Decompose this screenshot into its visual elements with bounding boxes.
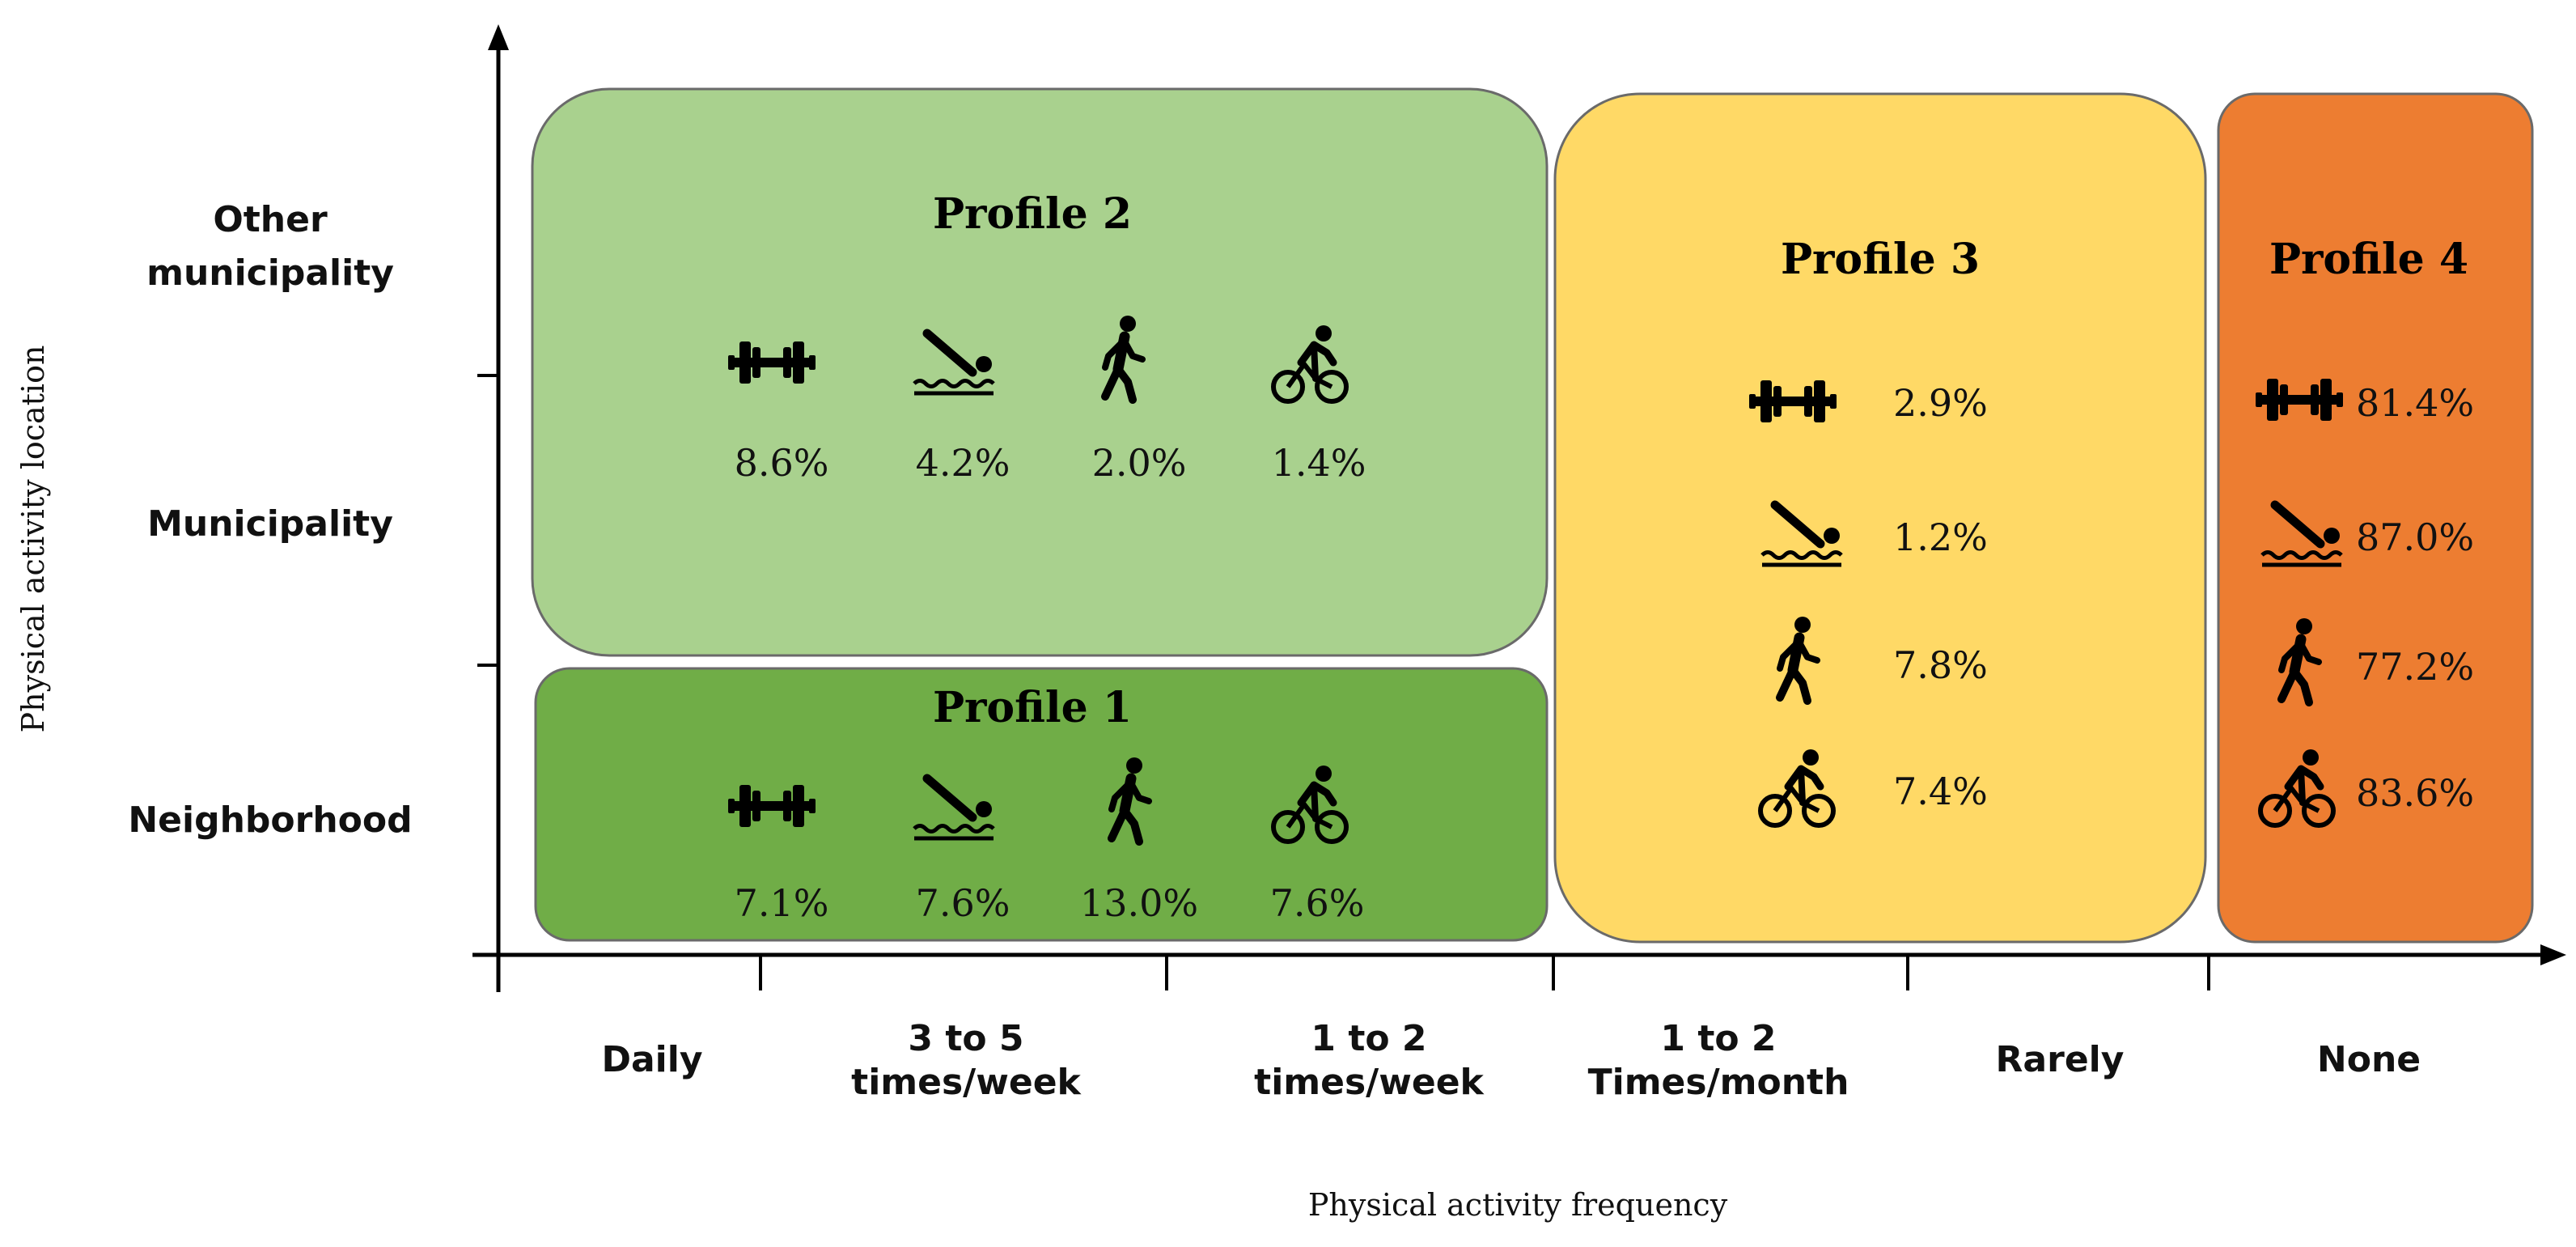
x-tick-label-1-to-2-times-week-line-2: times/week <box>1254 1062 1485 1103</box>
y-tick-label-municipality: Municipality <box>147 503 393 545</box>
x-tick-label-1-to-2-times-week-line-1: 1 to 2 <box>1311 1018 1426 1059</box>
x-tick-label-3-to-5-times-week-line-1: 3 to 5 <box>908 1018 1023 1059</box>
profile-1-box <box>534 667 1549 942</box>
profile-3-value: 7.8% <box>1893 643 1988 687</box>
x-axis-arrow <box>2540 944 2566 965</box>
x-tick-label-rarely-line-1: Rarely <box>1996 1039 2125 1080</box>
profile-2-box <box>531 87 1549 657</box>
x-tick-label-1-to-2-times-month-line-2: Times/month <box>1588 1062 1849 1103</box>
y-axis-arrow <box>488 24 509 50</box>
profile-2-value: 1.4% <box>1272 441 1366 485</box>
x-tick-label-1-to-2-times-month: 1 to 2 Times/month <box>1588 1018 1849 1103</box>
profile-4-title: Profile 4 <box>2269 235 2468 284</box>
profile-4-value: 83.6% <box>2356 771 2474 815</box>
profile-2-value: 2.0% <box>1092 441 1187 485</box>
y-tick-label-other-municipality: Other municipality <box>146 199 394 294</box>
profile-3-title: Profile 3 <box>1781 235 1980 284</box>
x-tick-label-3-to-5-times-week-line-2: times/week <box>851 1062 1082 1103</box>
y-tick-label-neighborhood-line-1: Neighborhood <box>128 800 412 841</box>
profile-4-value: 81.4% <box>2356 381 2474 425</box>
profile-4-value: 87.0% <box>2356 515 2474 559</box>
x-tick-label-3-to-5-times-week: 3 to 5 times/week <box>851 1018 1082 1103</box>
profile-1-title: Profile 1 <box>933 683 1132 732</box>
y-tick-label-neighborhood: Neighborhood <box>128 800 412 841</box>
profile-3-box <box>1553 92 2207 944</box>
y-tick-label-other-municipality-line-1: Other <box>213 199 328 240</box>
profile-1-value: 7.6% <box>1270 881 1365 925</box>
y-axis-title: Physical activity location <box>15 346 51 733</box>
x-axis-title: Physical activity frequency <box>1308 1187 1728 1223</box>
y-tick-label-municipality-line-1: Municipality <box>147 503 393 545</box>
profile-4-value: 77.2% <box>2356 645 2474 689</box>
profile-3-value: 2.9% <box>1893 381 1988 425</box>
profile-1-value: 7.6% <box>916 881 1010 925</box>
profile-4-box <box>2217 92 2534 944</box>
profile-1-value: 7.1% <box>735 881 829 925</box>
profile-1-value: 13.0% <box>1080 881 1198 925</box>
axes <box>472 24 2566 992</box>
x-tick-label-rarely: Rarely <box>1996 1039 2125 1080</box>
profile-2-value: 4.2% <box>916 441 1010 485</box>
x-tick-label-1-to-2-times-week: 1 to 2 times/week <box>1254 1018 1485 1103</box>
x-tick-label-daily: Daily <box>601 1039 702 1080</box>
x-tick-label-none: None <box>2317 1039 2421 1080</box>
profile-3-value: 7.4% <box>1893 770 1988 813</box>
y-tick-label-other-municipality-line-2: municipality <box>146 252 394 294</box>
x-tick-label-daily-line-1: Daily <box>601 1039 702 1080</box>
x-tick-label-none-line-1: None <box>2317 1039 2421 1080</box>
profile-2-title: Profile 2 <box>933 189 1132 239</box>
x-tick-label-1-to-2-times-month-line-1: 1 to 2 <box>1660 1018 1776 1059</box>
profile-2-value: 8.6% <box>735 441 829 485</box>
profile-3-value: 1.2% <box>1893 515 1988 559</box>
